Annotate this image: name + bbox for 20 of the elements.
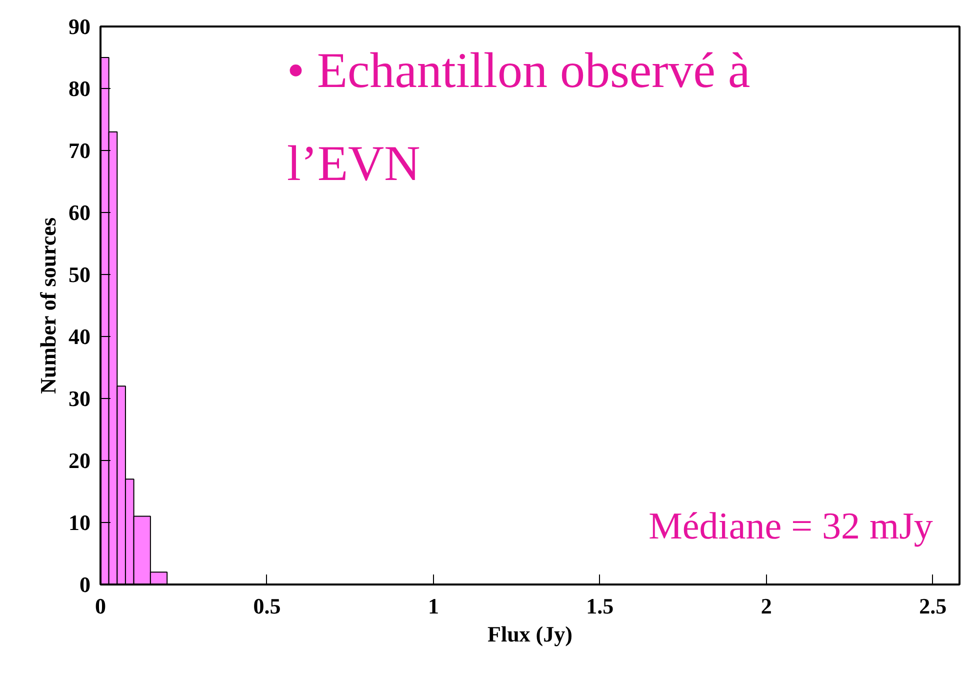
x-tick-label: 1 (428, 594, 439, 618)
y-tick-label: 0 (80, 572, 90, 597)
y-axis-title: Number of sources (36, 217, 60, 394)
x-tick-label: 2 (760, 594, 772, 618)
y-tick-label: 80 (68, 76, 90, 101)
x-tick-label: 0 (95, 594, 106, 618)
x-tick-label: 2.5 (919, 594, 947, 618)
y-tick-label: 60 (68, 200, 90, 225)
annotation: • Echantillon observé à l’EVN (286, 42, 750, 191)
y-tick-label: 30 (68, 386, 90, 411)
y-tick-label: 20 (68, 448, 90, 473)
y-tick-label: 40 (68, 324, 90, 349)
y-tick-label: 70 (68, 138, 90, 163)
y-tick-label: 50 (68, 262, 90, 287)
x-axis-title: Flux (Jy) (488, 622, 572, 646)
x-tick-label: 1.5 (586, 594, 614, 618)
y-tick-label: 10 (68, 510, 90, 535)
annotation: Médiane = 32 mJy (648, 505, 933, 548)
y-tick-label: 90 (68, 14, 90, 39)
x-tick-label: 0.5 (253, 594, 281, 618)
